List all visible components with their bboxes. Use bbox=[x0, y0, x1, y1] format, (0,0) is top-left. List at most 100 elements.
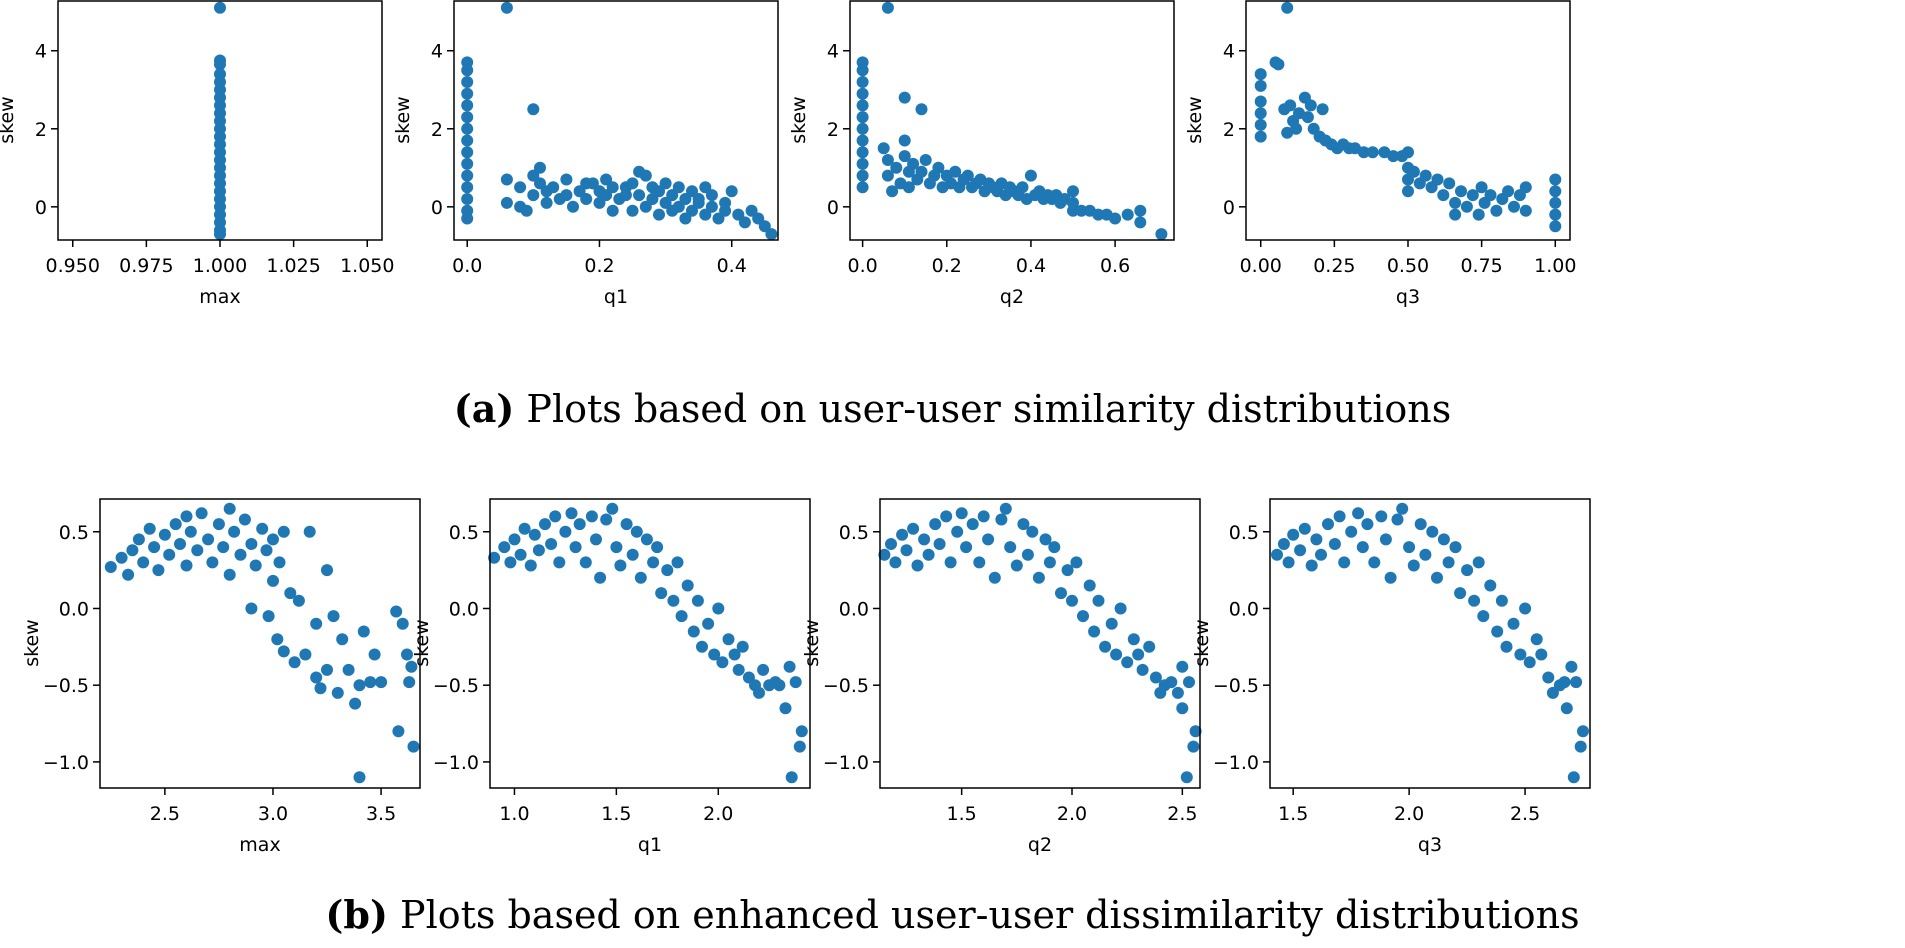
scatter-point bbox=[877, 142, 890, 155]
x-axis-label: q2 bbox=[1000, 286, 1024, 308]
y-tick-label: −0.5 bbox=[1213, 675, 1259, 697]
x-tick-label: 0.25 bbox=[1313, 255, 1355, 277]
scatter-point bbox=[1127, 633, 1140, 646]
scatter-point bbox=[1180, 771, 1193, 784]
scatter-point bbox=[716, 656, 729, 669]
scatter-point bbox=[1109, 212, 1122, 225]
scatter-point bbox=[1419, 548, 1432, 561]
scatter-point bbox=[498, 541, 511, 554]
scatter-point bbox=[1171, 686, 1184, 699]
scatter-point bbox=[223, 568, 236, 581]
scatter-point bbox=[545, 538, 558, 550]
scatter-point bbox=[672, 200, 685, 213]
scatter-point bbox=[999, 502, 1012, 515]
scatter-point bbox=[1310, 533, 1323, 546]
scatter-point bbox=[1088, 625, 1101, 638]
scatter-point bbox=[1254, 130, 1267, 143]
scatter-point bbox=[1066, 594, 1078, 607]
scatter-point bbox=[524, 559, 537, 572]
scatter-point bbox=[1121, 208, 1134, 221]
scatter-point bbox=[672, 181, 685, 194]
y-tick-label: 4 bbox=[1223, 41, 1235, 63]
scatter-point bbox=[1039, 533, 1052, 546]
scatter-point bbox=[520, 204, 533, 217]
scatter-point bbox=[364, 676, 377, 689]
y-tick-label: 0.5 bbox=[449, 522, 479, 544]
scatter-point bbox=[1077, 610, 1089, 623]
scatter-point bbox=[960, 541, 973, 554]
scatter-point bbox=[736, 640, 749, 653]
scatter-point bbox=[560, 189, 573, 202]
x-tick-label: 1.025 bbox=[266, 255, 320, 277]
scatter-point bbox=[1305, 559, 1318, 572]
scatter-point bbox=[549, 510, 562, 523]
scatter-point bbox=[1254, 118, 1267, 131]
scatter-point bbox=[1472, 208, 1485, 221]
x-tick-label: 1.050 bbox=[340, 255, 394, 277]
panel-a-q3: 0.00 0.25 0.50 0.75 1.00 0 2 4 q3 skew bbox=[1184, 0, 1576, 308]
scatter-point bbox=[1114, 602, 1127, 615]
x-tick-label: 2.5 bbox=[1510, 803, 1540, 825]
x-tick-label: 0.50 bbox=[1387, 255, 1429, 277]
x-tick-label: 3.5 bbox=[366, 803, 396, 825]
scatter-point bbox=[353, 679, 366, 692]
scatter-point bbox=[1442, 556, 1455, 569]
y-tick-label: 0 bbox=[35, 197, 47, 219]
scatter-point bbox=[1067, 204, 1079, 217]
scatter-point bbox=[1549, 208, 1562, 221]
scatter-point bbox=[1519, 181, 1532, 194]
scatter-point bbox=[1316, 103, 1329, 116]
scatter-point bbox=[1333, 510, 1346, 523]
scatter-point bbox=[585, 510, 598, 523]
scatter-point bbox=[1558, 676, 1571, 689]
y-tick-label: −1.0 bbox=[823, 752, 869, 774]
x-axis-label: q3 bbox=[1396, 286, 1420, 308]
scatter-point bbox=[1328, 538, 1341, 550]
scatter-point bbox=[900, 544, 913, 557]
panel-b-q2: 1.5 2.0 2.5 −1.0 −0.5 0.0 0.5 q2 skew bbox=[801, 498, 1202, 856]
scatter-point bbox=[1375, 510, 1388, 523]
scatter-point bbox=[405, 660, 418, 673]
y-axis-label: skew bbox=[1191, 619, 1213, 666]
y-tick-label: −0.5 bbox=[43, 675, 89, 697]
scatter-point bbox=[1549, 173, 1562, 186]
scatter-point bbox=[500, 173, 513, 186]
scatter-point bbox=[260, 544, 273, 557]
scatter-point bbox=[1281, 1, 1294, 14]
scatter-point bbox=[1431, 173, 1444, 186]
scatter-point bbox=[1165, 676, 1178, 689]
scatter-point bbox=[1574, 740, 1587, 753]
scatter-point bbox=[856, 146, 869, 159]
scatter-point bbox=[929, 518, 942, 531]
scatter-point bbox=[686, 185, 698, 198]
scatter-point bbox=[659, 177, 672, 190]
scatter-point bbox=[152, 564, 165, 577]
scatter-point bbox=[206, 556, 219, 569]
scatter-point bbox=[907, 522, 920, 535]
scatter-point bbox=[691, 594, 704, 607]
y-tick-label: 0.0 bbox=[59, 598, 89, 620]
scatter-point bbox=[896, 528, 909, 541]
scatter-point bbox=[267, 533, 279, 546]
scatter-point bbox=[1254, 68, 1267, 81]
scatter-point bbox=[1132, 648, 1145, 661]
scatter-point bbox=[878, 548, 891, 561]
x-axis-label: q2 bbox=[1028, 834, 1052, 856]
scatter-point bbox=[461, 122, 474, 135]
scatter-point bbox=[256, 522, 269, 535]
scatter-point bbox=[214, 228, 226, 241]
x-tick-label: 0.2 bbox=[932, 255, 962, 277]
scatter-point bbox=[982, 533, 995, 546]
scatter-point bbox=[655, 587, 668, 600]
caption-b-text: Plots based on enhanced user-user dissim… bbox=[400, 893, 1580, 937]
x-tick-label: 0.0 bbox=[452, 255, 482, 277]
scatter-point bbox=[1577, 725, 1589, 738]
scatter-point bbox=[667, 594, 680, 607]
scatter-point bbox=[919, 154, 932, 166]
scatter-point bbox=[1508, 200, 1520, 213]
scatter-point bbox=[1396, 502, 1409, 515]
scatter-point bbox=[1519, 204, 1532, 217]
scatter-point bbox=[725, 185, 738, 198]
y-tick-label: −1.0 bbox=[1213, 752, 1259, 774]
